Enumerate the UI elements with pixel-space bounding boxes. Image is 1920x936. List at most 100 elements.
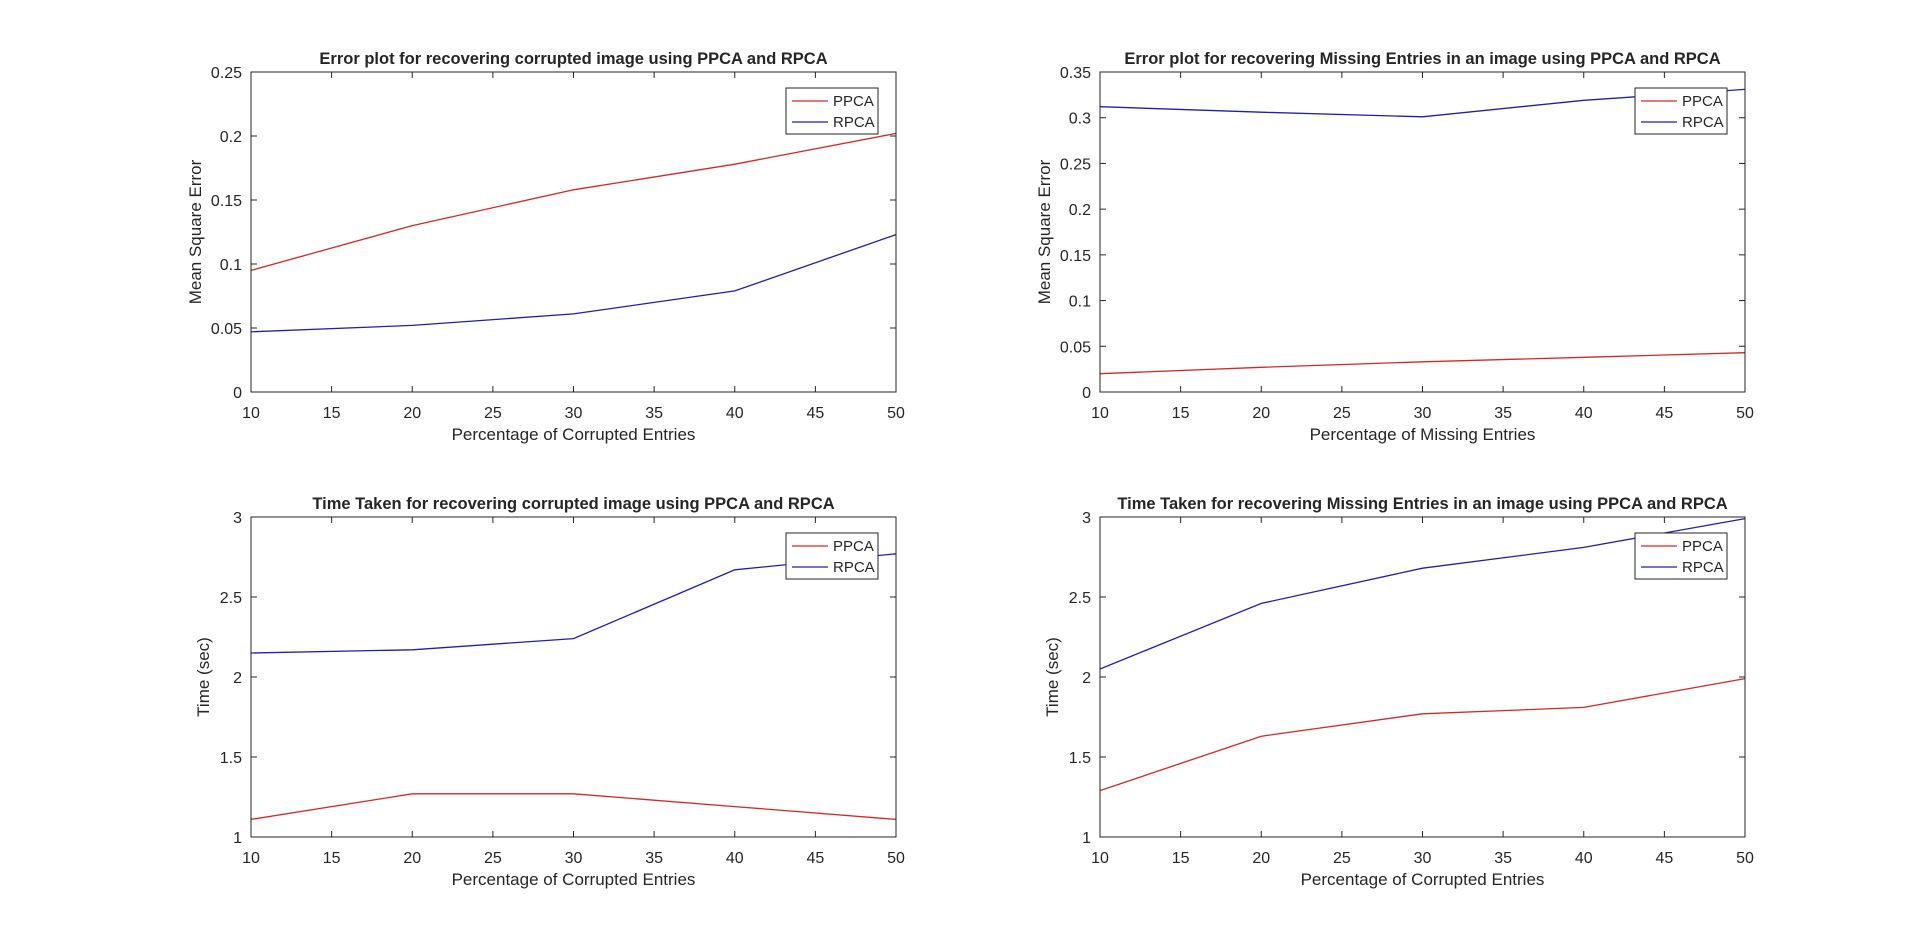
y-tick-label: 0.2 xyxy=(220,129,242,146)
legend-label: RPCA xyxy=(1682,559,1724,576)
x-tick-label: 25 xyxy=(1333,850,1351,867)
chart-panel-3: 10 15 20 25 30 35 40 45 50 1 1.5 2 2.5 3 PPCA RPCA Time … xyxy=(194,495,905,889)
legend-box xyxy=(785,87,879,135)
y-axis-label: Mean Square Error xyxy=(1035,159,1054,304)
y-tick-label: 0 xyxy=(1082,385,1091,402)
y-tick-label: 0.2 xyxy=(1069,202,1091,219)
y-tick-label: 0.25 xyxy=(1060,156,1091,173)
x-tick-label: 15 xyxy=(323,850,341,867)
x-tick-label: 30 xyxy=(1414,405,1432,422)
x-axis-label: Percentage of Corrupted Entries xyxy=(452,870,696,889)
y-tick-label: 2.5 xyxy=(220,590,242,607)
legend-box xyxy=(785,532,879,580)
axes-box xyxy=(250,516,897,838)
legend-box xyxy=(1634,532,1728,580)
x-tick-label: 45 xyxy=(1655,850,1673,867)
x-tick-label: 45 xyxy=(1655,405,1673,422)
y-tick-label: 3 xyxy=(233,510,242,527)
x-tick-label: 35 xyxy=(645,405,663,422)
y-tick-label: 2 xyxy=(233,670,242,687)
x-tick-label: 20 xyxy=(1252,405,1270,422)
y-tick-label: 0.05 xyxy=(1060,339,1091,356)
series-line-ppca xyxy=(1099,352,1746,375)
legend: PPCA RPCA xyxy=(785,87,879,135)
legend-label: RPCA xyxy=(833,114,875,131)
x-tick-label: 40 xyxy=(726,405,744,422)
y-tick-label: 0.15 xyxy=(1060,248,1091,265)
x-axis-label: Percentage of Corrupted Entries xyxy=(452,425,696,444)
y-tick-label: 0.35 xyxy=(1060,65,1091,82)
x-tick-label: 50 xyxy=(887,850,905,867)
x-tick-label: 40 xyxy=(1575,850,1593,867)
y-tick-label: 0.15 xyxy=(211,193,242,210)
x-tick-label: 15 xyxy=(1172,405,1190,422)
y-tick-label: 2 xyxy=(1082,670,1091,687)
y-axis-label: Time (sec) xyxy=(194,637,213,717)
legend-label: RPCA xyxy=(833,559,875,576)
x-axis-label: Percentage of Corrupted Entries xyxy=(1301,870,1545,889)
y-tick-label: 2.5 xyxy=(1069,590,1091,607)
x-tick-label: 15 xyxy=(1172,850,1190,867)
series-line-ppca xyxy=(250,793,897,821)
x-tick-label: 10 xyxy=(1091,405,1109,422)
legend-label: PPCA xyxy=(833,538,874,555)
y-tick-label: 0 xyxy=(233,385,242,402)
legend: PPCA RPCA xyxy=(1634,532,1728,580)
x-tick-label: 20 xyxy=(403,850,421,867)
chart-title: Time Taken for recovering corrupted imag… xyxy=(312,495,834,513)
y-axis-label: Mean Square Error xyxy=(186,159,205,304)
y-tick-label: 0.3 xyxy=(1069,111,1091,128)
x-tick-label: 10 xyxy=(242,850,260,867)
x-tick-label: 35 xyxy=(1494,850,1512,867)
x-tick-label: 50 xyxy=(1736,850,1754,867)
x-tick-label: 25 xyxy=(484,850,502,867)
y-tick-label: 1.5 xyxy=(1069,750,1091,767)
chart-panel-4: 10 15 20 25 30 35 40 45 50 1 1.5 2 2.5 3 PPCA RPCA Time … xyxy=(1043,495,1754,889)
y-tick-label: 0.1 xyxy=(1069,294,1091,311)
legend-label: RPCA xyxy=(1682,114,1724,131)
legend-label: PPCA xyxy=(1682,93,1723,110)
x-tick-label: 45 xyxy=(806,405,824,422)
legend-label: PPCA xyxy=(1682,538,1723,555)
x-axis-label: Percentage of Missing Entries xyxy=(1310,425,1536,444)
x-tick-label: 40 xyxy=(726,850,744,867)
chart-title: Error plot for recovering corrupted imag… xyxy=(319,50,827,68)
x-tick-label: 10 xyxy=(1091,850,1109,867)
x-tick-label: 25 xyxy=(484,405,502,422)
chart-title: Error plot for recovering Missing Entrie… xyxy=(1124,50,1720,68)
series-line-ppca xyxy=(250,132,897,272)
y-tick-label: 0.05 xyxy=(211,321,242,338)
x-tick-label: 50 xyxy=(887,405,905,422)
x-tick-label: 20 xyxy=(403,405,421,422)
chart-panel-1: 10 15 20 25 30 35 40 45 50 0 0.05 0.1 0.15 0.2 0.25 PPC… xyxy=(186,50,905,444)
legend-label: PPCA xyxy=(833,93,874,110)
legend: PPCA RPCA xyxy=(785,532,879,580)
x-tick-label: 15 xyxy=(323,405,341,422)
x-tick-label: 30 xyxy=(1414,850,1432,867)
x-tick-label: 30 xyxy=(565,850,583,867)
x-tick-label: 25 xyxy=(1333,405,1351,422)
x-tick-label: 35 xyxy=(645,850,663,867)
series-line-ppca xyxy=(1099,677,1746,792)
series-line-rpca xyxy=(250,233,897,333)
x-tick-label: 20 xyxy=(1252,850,1270,867)
axes-box xyxy=(1099,516,1746,838)
legend-box xyxy=(1634,87,1728,135)
x-tick-label: 50 xyxy=(1736,405,1754,422)
x-tick-label: 30 xyxy=(565,405,583,422)
y-tick-label: 0.25 xyxy=(211,65,242,82)
y-tick-label: 1 xyxy=(1082,830,1091,847)
y-tick-label: 3 xyxy=(1082,510,1091,527)
x-tick-label: 40 xyxy=(1575,405,1593,422)
chart-title: Time Taken for recovering Missing Entrie… xyxy=(1117,495,1727,513)
x-tick-label: 35 xyxy=(1494,405,1512,422)
y-tick-label: 1.5 xyxy=(220,750,242,767)
legend: PPCA RPCA xyxy=(1634,87,1728,135)
x-tick-label: 10 xyxy=(242,405,260,422)
x-tick-label: 45 xyxy=(806,850,824,867)
chart-panel-2: 10 15 20 25 30 35 40 45 50 0 0.05 0.1 0.15 0.2 0.25 0.3… xyxy=(1035,50,1754,444)
y-axis-label: Time (sec) xyxy=(1043,637,1062,717)
y-tick-label: 0.1 xyxy=(220,257,242,274)
axes-box xyxy=(250,71,897,393)
axes-box xyxy=(1099,71,1746,393)
